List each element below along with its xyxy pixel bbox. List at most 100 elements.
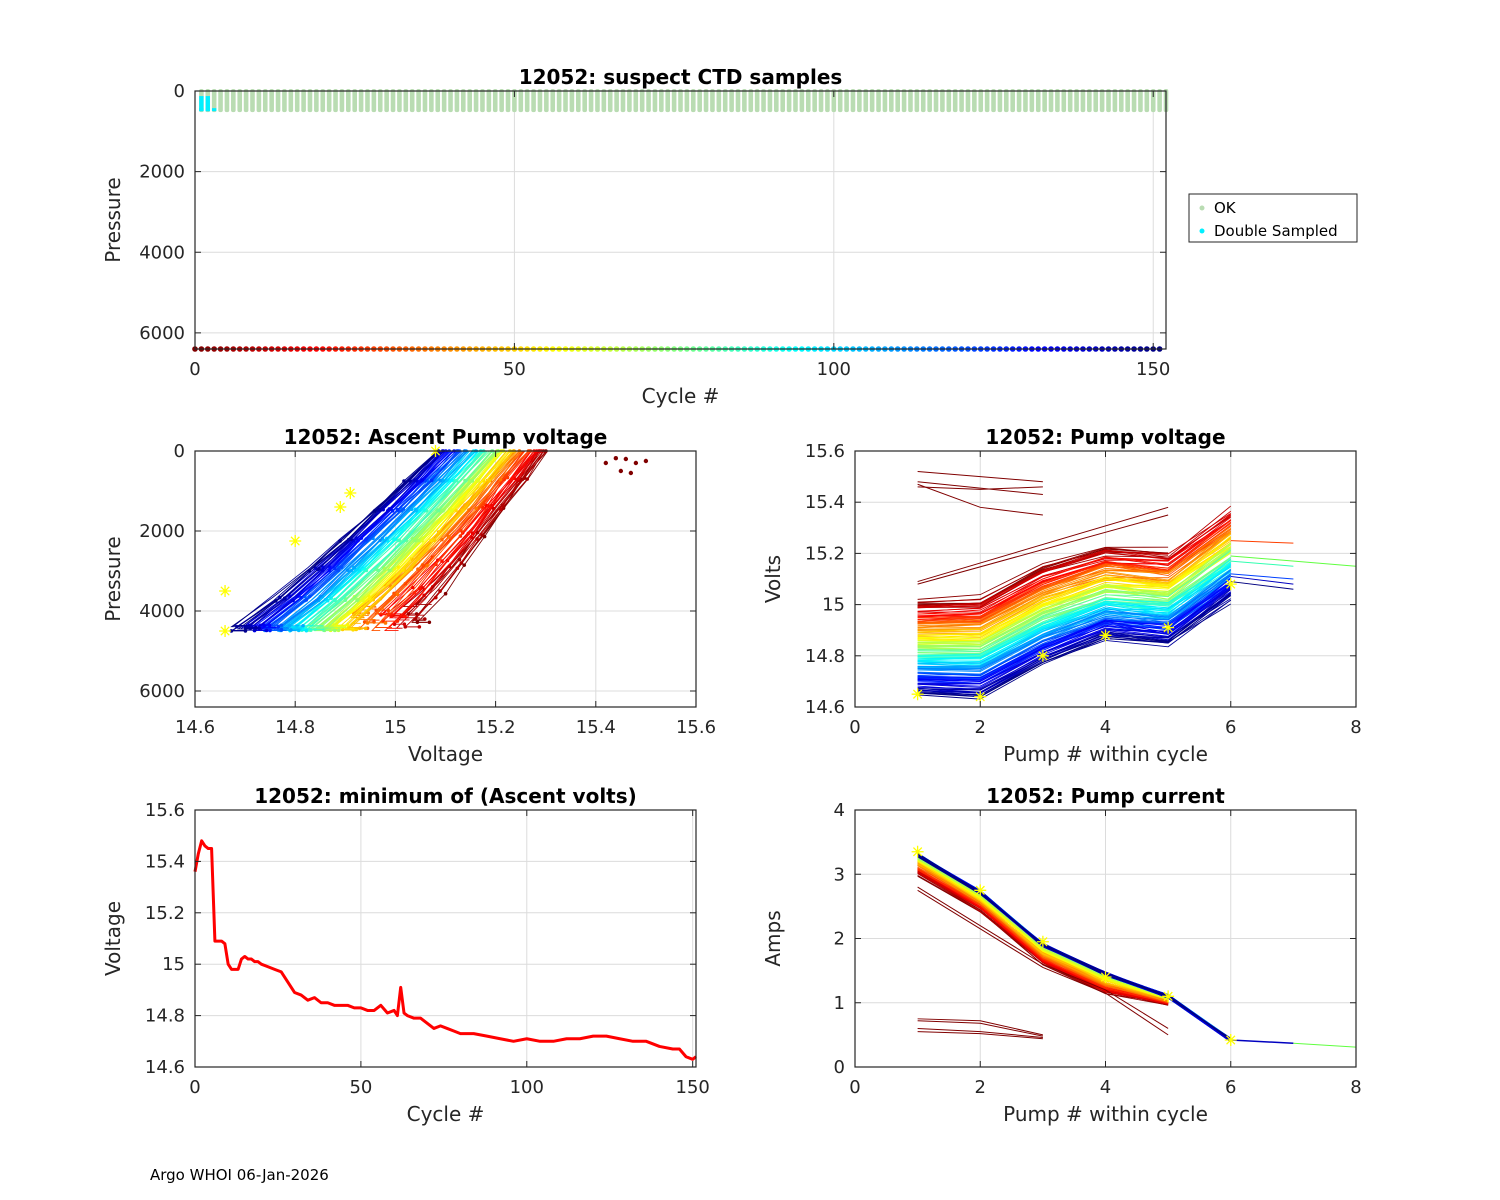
ok-sample-mark xyxy=(531,89,536,113)
early-cycle-line xyxy=(917,481,1043,496)
chart-title: 12052: suspect CTD samples xyxy=(519,65,843,89)
ok-sample-mark xyxy=(761,89,766,113)
profile-point xyxy=(402,479,406,483)
profile-line xyxy=(343,450,507,630)
profile-point xyxy=(229,629,234,633)
extra-pump-line xyxy=(1230,1039,1294,1044)
x-tick-label: 6 xyxy=(1225,717,1236,738)
x-tick-label: 15 xyxy=(384,717,407,738)
profile-point xyxy=(402,622,407,626)
early-cycle-point xyxy=(628,470,634,476)
pump-voltage-line xyxy=(917,603,1231,700)
ok-sample-mark xyxy=(461,89,466,113)
profile-point xyxy=(365,621,370,625)
pump-voltage-line xyxy=(917,563,1231,657)
ok-sample-mark xyxy=(352,89,358,113)
y-tick-label: 0 xyxy=(174,81,185,102)
ok-sample-mark xyxy=(831,89,837,113)
y-tick-label: 6000 xyxy=(139,681,185,702)
x-tick-label: 6 xyxy=(1225,1077,1236,1098)
profile-point xyxy=(254,625,258,630)
y-axis-label: Amps xyxy=(761,910,785,966)
min-marker xyxy=(1099,971,1112,984)
profile-line xyxy=(388,450,539,619)
ok-sample-mark xyxy=(748,89,754,113)
profile-line xyxy=(344,450,513,631)
profile-point xyxy=(481,479,486,483)
axes-pumpcur: 0 2 4 6 8 0 1 2 3 4 12052: Pump current Pump # with… xyxy=(761,784,1362,1126)
early-cycle-line xyxy=(917,483,1043,516)
profile-line xyxy=(244,450,438,629)
profile-point xyxy=(433,595,438,600)
ok-sample-mark xyxy=(1112,89,1118,113)
profile-line xyxy=(281,450,473,631)
min-marker xyxy=(1224,578,1237,591)
profile-point xyxy=(447,535,451,539)
chart-title: 12052: minimum of (Ascent volts) xyxy=(254,784,637,808)
double-sampled-mark xyxy=(205,108,210,112)
ok-sample-mark xyxy=(371,89,377,113)
early-cycle-lines xyxy=(917,470,1169,585)
ok-sample-mark xyxy=(262,89,268,113)
min-marker xyxy=(974,690,987,703)
ok-sample-mark xyxy=(595,89,600,113)
profile-point xyxy=(355,598,359,603)
ok-sample-mark xyxy=(416,89,421,113)
early-cycle-line xyxy=(917,889,1169,1036)
ok-sample-mark xyxy=(876,89,881,113)
legend-marker xyxy=(1199,205,1205,211)
profile-point xyxy=(412,590,417,595)
legend-box xyxy=(1188,193,1358,243)
double-sampled-mark xyxy=(205,96,210,112)
profile-point xyxy=(475,537,479,541)
ok-sample-mark xyxy=(409,89,415,113)
profile-line xyxy=(369,450,529,621)
profile-point xyxy=(429,538,433,543)
y-tick-label: 15.2 xyxy=(805,543,845,564)
ok-sample-mark xyxy=(665,89,671,113)
min-markers xyxy=(219,445,442,637)
ok-sample-mark xyxy=(678,89,683,113)
x-tick-label: 15.2 xyxy=(476,717,516,738)
extra-pump-line xyxy=(1230,560,1294,567)
profile-point xyxy=(301,623,305,628)
ok-sample-mark xyxy=(780,89,786,113)
pump-voltage-line xyxy=(917,561,1232,657)
pump-current-line xyxy=(917,855,1232,1040)
chart-title: 12052: Ascent Pump voltage xyxy=(284,425,608,449)
pump-voltage-line xyxy=(917,526,1232,625)
profile-point xyxy=(464,479,468,483)
ok-sample-mark xyxy=(550,89,556,113)
ok-sample-mark xyxy=(933,89,939,113)
min-voltage-line xyxy=(193,839,697,1061)
pump-voltage-line xyxy=(917,582,1231,677)
legend: OK Double Sampled xyxy=(1188,193,1358,243)
ok-sample-mark xyxy=(1003,89,1009,113)
profile-point xyxy=(279,627,284,632)
y-tick-label: 15.6 xyxy=(145,800,185,821)
ok-sample-mark xyxy=(1029,89,1035,113)
pump-voltage-line xyxy=(917,571,1231,665)
profile-point xyxy=(363,626,368,631)
pump-current-line xyxy=(917,857,1232,1043)
ok-sample-mark xyxy=(512,89,517,113)
x-axis-label: Voltage xyxy=(408,742,483,766)
profile-line xyxy=(259,450,444,631)
min-marker xyxy=(974,884,987,897)
y-tick-label: 14.6 xyxy=(805,697,845,718)
ok-sample-mark xyxy=(895,89,900,113)
axes-minvolt: 0 50 100 150 14.6 14.8 15 15.2 15.4 15.6 12052: mi… xyxy=(101,784,710,1126)
double-sampled-mark xyxy=(211,108,217,112)
axes-frame xyxy=(194,450,697,708)
x-tick-label: 4 xyxy=(1100,1077,1111,1098)
ok-sample-mark xyxy=(480,89,485,113)
profile-point xyxy=(460,508,465,513)
ok-sample-mark xyxy=(544,89,549,113)
profile-line xyxy=(274,450,463,631)
x-tick-label: 2 xyxy=(975,1077,986,1098)
profile-point xyxy=(476,479,480,483)
ok-sample-mark xyxy=(346,89,351,113)
pump-voltage-line xyxy=(917,520,1232,615)
profile-point xyxy=(487,478,492,483)
profile-line xyxy=(395,450,539,629)
